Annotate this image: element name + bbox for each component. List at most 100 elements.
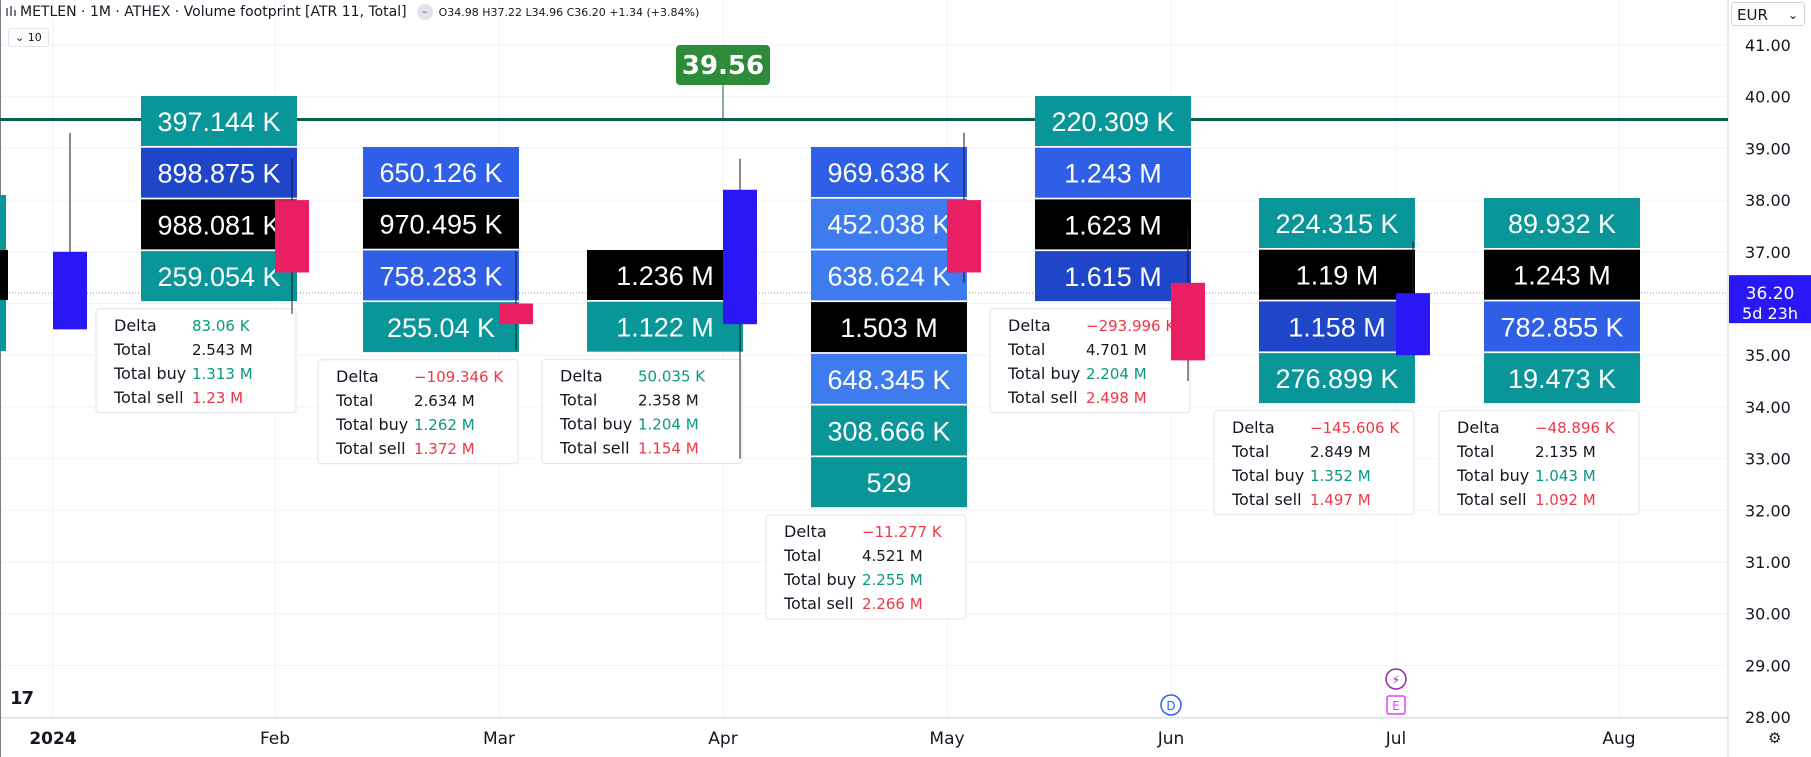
footprint-cell — [1484, 198, 1640, 248]
footprint-cell — [811, 147, 967, 197]
y-tick-label: 29.00 — [1745, 656, 1791, 675]
summary-value: −293.996 K — [1086, 317, 1176, 335]
summary-label: Delta — [114, 316, 157, 335]
footprint-cell — [141, 147, 297, 198]
line-label-value: 39.56 — [682, 51, 764, 81]
candle-body — [723, 189, 757, 325]
summary-label: Total buy — [113, 364, 186, 383]
y-tick-label: 31.00 — [1745, 553, 1791, 572]
summary-label: Total buy — [783, 570, 856, 589]
footprint-cell-value: 1.623 M — [1064, 210, 1162, 240]
summary-value: 1.262 M — [414, 416, 475, 434]
summary-label: Total — [559, 390, 597, 409]
footprint-cell — [1484, 249, 1640, 300]
footprint-cell — [1484, 301, 1640, 352]
footprint-cell — [1259, 301, 1415, 352]
footprint-cell — [1035, 147, 1191, 198]
footprint-cell — [363, 147, 519, 197]
summary-value: 2.135 M — [1535, 443, 1596, 461]
chart-header: METLEN · 1M · ATHEX · Volume footprint [… — [6, 4, 699, 20]
summary-label: Total buy — [1231, 466, 1304, 485]
prev-candle-cells — [0, 250, 8, 300]
footprint-cell — [363, 198, 519, 249]
last-price-value: 36.20 — [1746, 284, 1795, 304]
settings-gear-icon[interactable]: ⚙ — [1768, 730, 1782, 747]
line-label-badge — [676, 45, 770, 85]
summary-value: 2.204 M — [1086, 365, 1147, 383]
dividend-marker-icon — [1160, 694, 1182, 716]
summary-value: 2.266 M — [862, 595, 923, 613]
summary-value: 1.092 M — [1535, 491, 1596, 509]
summary-value: −11.277 K — [862, 523, 943, 541]
footprint-cell — [1484, 353, 1640, 404]
earnings-marker-label: E — [1392, 699, 1400, 713]
footprint-cell — [1035, 251, 1191, 302]
summary-box — [541, 358, 743, 464]
countdown-value: 5d 23h — [1742, 304, 1798, 323]
dividend-marker-label: D — [1166, 699, 1175, 713]
collapse-indicators-button[interactable]: ⌄ 10 — [8, 28, 49, 47]
summary-value: 1.154 M — [638, 439, 699, 457]
y-tick-label: 35.00 — [1745, 346, 1791, 365]
candle-body — [1171, 282, 1205, 361]
footprint-cell-value: 1.19 M — [1296, 261, 1379, 291]
summary-value: 1.352 M — [1310, 467, 1371, 485]
summary-value: 4.701 M — [1086, 341, 1147, 359]
summary-label: Total — [1007, 340, 1045, 359]
summary-label: Total sell — [1456, 490, 1527, 509]
collapse-count: 10 — [27, 31, 42, 44]
summary-value: 2.543 M — [192, 341, 253, 359]
footprint-cell — [587, 250, 743, 300]
footprint-cell-value: 898.875 K — [157, 159, 280, 189]
y-tick-label: 33.00 — [1745, 450, 1791, 469]
chart-title[interactable]: METLEN · 1M · ATHEX · Volume footprint [… — [20, 4, 407, 20]
currency-selector[interactable]: EUR ⌄ — [1731, 2, 1805, 26]
footprint-cell-value: 1.243 M — [1513, 261, 1611, 291]
candle-body — [1396, 293, 1430, 356]
candle-body — [499, 303, 533, 325]
chevron-down-icon: ⌄ — [1787, 8, 1798, 22]
summary-label: Delta — [336, 367, 379, 386]
candle-body — [947, 200, 981, 273]
summary-value: 1.313 M — [192, 365, 253, 383]
summary-label: Total buy — [335, 415, 408, 434]
footprint-cell-value: 89.932 K — [1508, 209, 1616, 239]
summary-label: Total buy — [1007, 364, 1080, 383]
footprint-cell — [141, 251, 297, 302]
summary-value: −109.346 K — [414, 368, 504, 386]
summary-label: Delta — [1457, 418, 1500, 437]
split-marker-icon — [1385, 668, 1407, 690]
summary-box — [989, 308, 1191, 414]
footprint-cell — [811, 405, 967, 456]
footprint-cell — [1259, 249, 1415, 300]
currency-label: EUR — [1737, 6, 1768, 24]
summary-value: 1.204 M — [638, 415, 699, 433]
footprint-cell-value: 650.126 K — [379, 158, 502, 188]
summary-label: Delta — [1232, 418, 1275, 437]
footprint-cell-value: 638.624 K — [827, 261, 950, 291]
x-tick-label: Feb — [260, 729, 290, 749]
summary-box — [1213, 410, 1415, 516]
footprint-cell — [1259, 198, 1415, 248]
footprint-cell-value: 758.283 K — [379, 261, 502, 291]
footprint-cell-value: 220.309 K — [1051, 107, 1174, 137]
candle-body — [275, 200, 309, 273]
footprint-cell — [811, 457, 967, 508]
x-tick-label: Jun — [1157, 729, 1185, 749]
y-tick-label: 38.00 — [1745, 191, 1791, 210]
split-marker-glyph: ⚡ — [1392, 673, 1400, 687]
hide-indicator-icon[interactable]: – — [416, 4, 433, 20]
footprint-cell — [1035, 199, 1191, 250]
summary-value: 2.498 M — [1086, 389, 1147, 407]
footprint-cell — [811, 353, 967, 404]
x-tick-label: Jul — [1385, 729, 1407, 749]
x-tick-label: May — [929, 729, 964, 749]
tradingview-logo[interactable]: 17 — [10, 688, 34, 709]
y-tick-label: 30.00 — [1745, 605, 1791, 624]
summary-label: Delta — [1008, 316, 1051, 335]
summary-value: 1.23 M — [192, 389, 243, 407]
footprint-cell-value: 224.315 K — [1275, 209, 1398, 239]
footprint-cell — [811, 302, 967, 353]
summary-label: Total sell — [1231, 490, 1302, 509]
